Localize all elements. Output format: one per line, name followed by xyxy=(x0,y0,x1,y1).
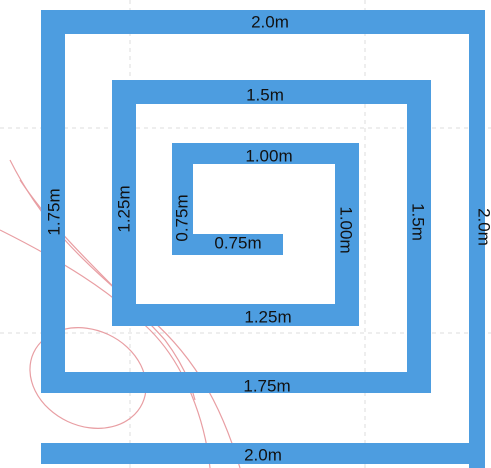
label-ring2-right: 1.5m xyxy=(408,203,428,241)
label-outer-top: 2.0m xyxy=(251,12,289,32)
outer-left-bar xyxy=(41,10,65,392)
ring3-bottom-bar xyxy=(112,304,359,326)
ring2-top-bar xyxy=(112,80,431,104)
label-ring2-bottom: 1.75m xyxy=(243,376,291,396)
inner-tail-bar xyxy=(172,234,283,255)
ring2-right-bar xyxy=(407,80,431,393)
label-ring3-bottom: 1.25m xyxy=(244,307,292,327)
label-outer-bottom: 2.0m xyxy=(244,445,282,465)
label-inner-tail: 0.75m xyxy=(214,233,262,253)
curve-ellipse xyxy=(29,327,147,429)
ring2-left-bar xyxy=(112,80,136,325)
ring2-bottom-bar xyxy=(41,372,431,393)
label-ring3-top: 1.00m xyxy=(245,146,293,166)
curve-2 xyxy=(0,229,211,468)
label-outer-right: 2.0m xyxy=(474,208,491,246)
label-ring2-left: 1.25m xyxy=(114,185,134,233)
label-ring3-left: 0.75m xyxy=(172,194,192,242)
outer-bottom-bar xyxy=(41,443,484,464)
ring3-left-bar xyxy=(172,143,193,255)
ring3-right-bar xyxy=(335,143,359,326)
outer-right-bar xyxy=(469,10,485,468)
ring3-top-bar xyxy=(172,143,359,164)
outer-top-bar xyxy=(41,10,484,34)
label-outer-left: 1.75m xyxy=(44,188,64,236)
label-ring2-top: 1.5m xyxy=(246,85,284,105)
label-ring3-right: 1.00m xyxy=(336,206,356,254)
